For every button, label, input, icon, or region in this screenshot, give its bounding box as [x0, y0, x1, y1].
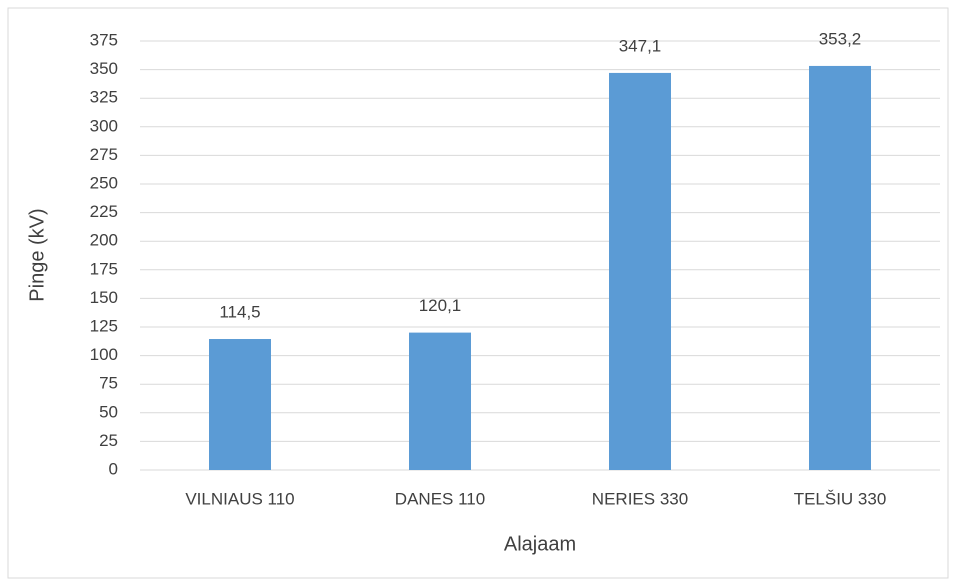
y-tick-label: 250 — [90, 173, 118, 192]
y-tick-label: 225 — [90, 202, 118, 221]
y-tick-label: 350 — [90, 59, 118, 78]
y-tick-label: 75 — [99, 374, 118, 393]
y-tick-label: 325 — [90, 88, 118, 107]
data-label: 114,5 — [219, 302, 260, 321]
y-tick-label: 300 — [90, 116, 118, 135]
data-label: 347,1 — [619, 36, 662, 55]
data-label: 353,2 — [819, 29, 862, 48]
y-tick-label: 175 — [90, 259, 118, 278]
chart-border — [7, 7, 949, 579]
y-tick-label: 150 — [90, 288, 118, 307]
y-tick-label: 125 — [90, 316, 118, 335]
bar — [609, 72, 671, 470]
bar — [409, 332, 471, 470]
y-tick-label: 50 — [99, 402, 118, 421]
bar — [209, 339, 271, 470]
y-tick-label: 200 — [90, 231, 118, 250]
y-tick-label: 0 — [109, 459, 118, 478]
x-tick-label: NERIES 330 — [592, 489, 688, 508]
x-axis-title: Alajaam — [504, 533, 576, 555]
y-tick-label: 375 — [90, 30, 118, 49]
y-axis-title: Pinge (kV) — [26, 208, 48, 301]
bar — [809, 65, 871, 470]
y-tick-label: 25 — [99, 431, 118, 450]
x-tick-label: VILNIAUS 110 — [185, 489, 294, 508]
y-tick-label: 100 — [90, 345, 118, 364]
x-tick-label: DANES 110 — [395, 489, 485, 508]
x-tick-label: TELŠIU 330 — [794, 489, 887, 508]
data-label: 120,1 — [419, 296, 462, 315]
y-tick-label: 275 — [90, 145, 118, 164]
